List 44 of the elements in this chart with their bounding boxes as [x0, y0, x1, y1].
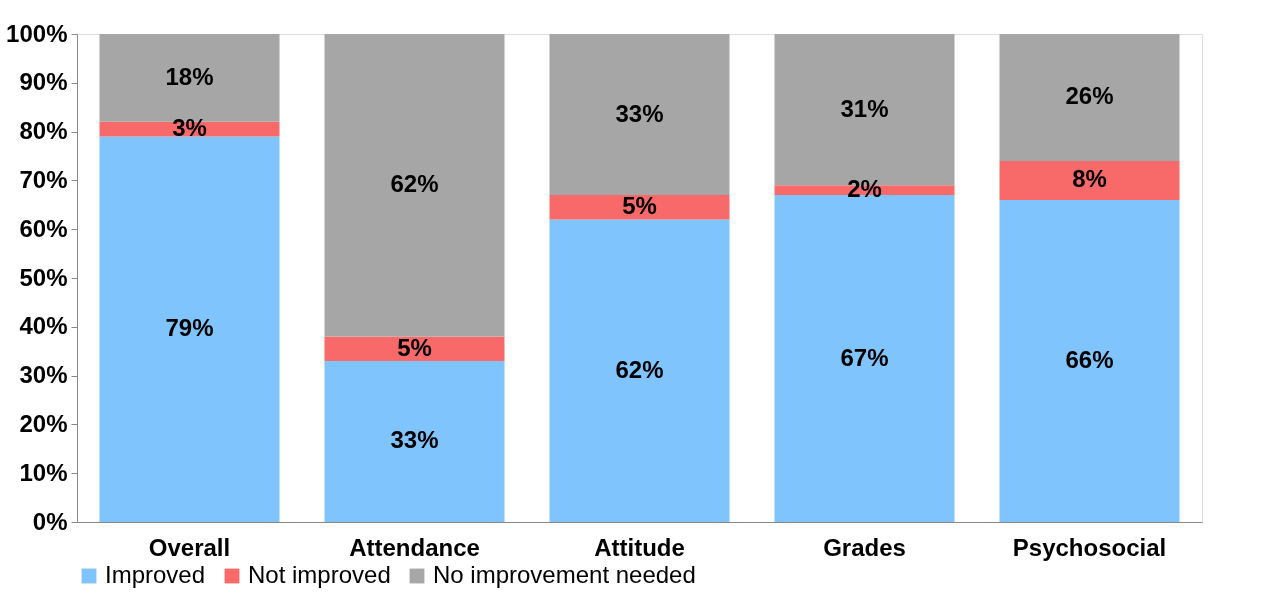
bar — [999, 160, 1180, 200]
x-tick-label: Grades — [823, 533, 906, 561]
y-tick-label: 30% — [19, 361, 68, 389]
y-tick-label: 40% — [19, 312, 68, 340]
y-tick-label: 80% — [19, 117, 68, 145]
data-label: 66% — [1065, 345, 1114, 373]
data-label: 26% — [1065, 82, 1114, 110]
y-tick-label: 60% — [19, 214, 68, 242]
data-label: 3% — [172, 114, 207, 142]
bar — [774, 195, 955, 522]
y-tick-label: 100% — [6, 19, 68, 47]
legend-label: No improvement needed — [433, 561, 696, 588]
bar — [324, 34, 505, 337]
legend-label: Not improved — [248, 561, 391, 588]
data-label: 33% — [390, 426, 439, 454]
y-tick-label: 10% — [19, 458, 68, 486]
data-label: 18% — [165, 62, 214, 90]
bar — [549, 34, 730, 196]
x-tick-label: Psychosocial — [1012, 533, 1167, 561]
data-label: 33% — [615, 99, 664, 127]
y-tick-label: 50% — [19, 263, 68, 291]
y-tick-label: 0% — [32, 507, 68, 535]
data-label: 5% — [622, 192, 657, 220]
y-tick-label: 90% — [19, 68, 68, 96]
bar — [324, 336, 505, 361]
x-tick-label: Attitude — [594, 533, 685, 561]
bar — [549, 219, 730, 522]
data-label: 31% — [840, 94, 889, 122]
y-tick-label: 70% — [19, 165, 68, 193]
data-label: 5% — [397, 333, 432, 361]
y-tick-label: 20% — [19, 409, 68, 437]
data-label: 8% — [1072, 165, 1107, 193]
bar — [324, 360, 505, 522]
bar — [999, 199, 1180, 522]
x-tick-label: Attendance — [349, 533, 480, 561]
legend-label: Improved — [105, 561, 206, 588]
data-label: 62% — [615, 355, 664, 383]
x-tick-label: Overall — [148, 533, 231, 561]
bar — [549, 195, 730, 220]
bar — [99, 136, 280, 522]
data-label: 79% — [165, 314, 214, 342]
data-label: 62% — [390, 170, 439, 198]
bar — [999, 34, 1180, 161]
data-label: 67% — [840, 343, 889, 371]
